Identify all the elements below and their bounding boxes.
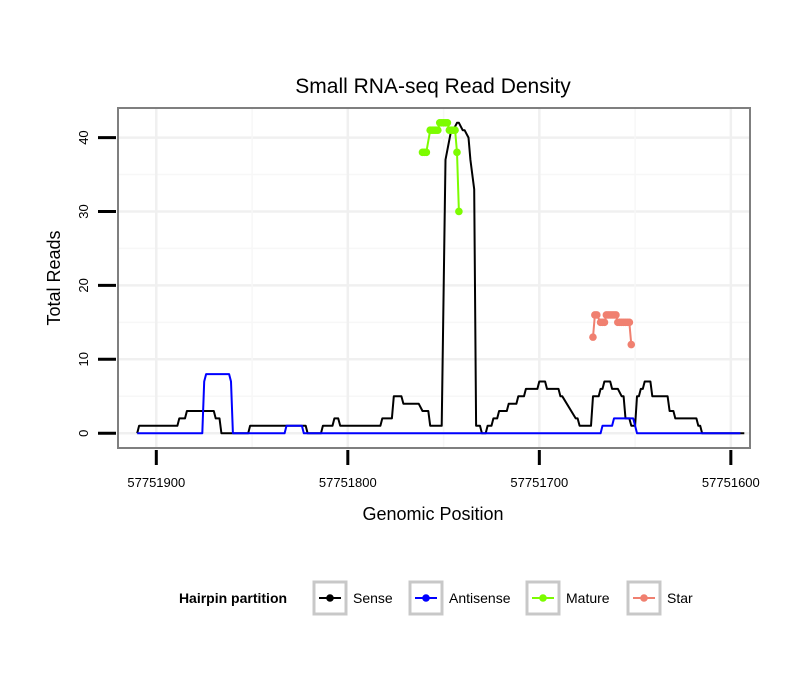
plot-panel xyxy=(117,107,751,449)
y-tick-label: 0 xyxy=(76,430,91,437)
chart-title: Small RNA-seq Read Density xyxy=(295,75,571,98)
legend-label-mature: Mature xyxy=(566,590,610,606)
series-line-sense xyxy=(136,121,745,435)
series-line-antisense xyxy=(137,373,741,435)
plot-border xyxy=(117,107,751,449)
data-point-star xyxy=(612,311,620,319)
y-axis: 0 10 20 30 40 xyxy=(76,130,116,437)
data-point-star xyxy=(589,333,597,341)
series-layer xyxy=(136,121,745,435)
legend-label-antisense: Antisense xyxy=(449,590,511,606)
x-tick-label: 57751800 xyxy=(319,475,377,490)
legend-key-point-star xyxy=(640,594,648,602)
data-point-mature xyxy=(451,126,459,134)
x-axis-label: Genomic Position xyxy=(362,504,503,524)
y-axis-label: Total Reads xyxy=(44,230,64,325)
data-point-star xyxy=(627,340,636,349)
data-point-mature xyxy=(434,126,442,134)
data-point-mature xyxy=(455,207,463,216)
data-point-mature xyxy=(422,148,431,157)
x-tick-label: 57751700 xyxy=(510,475,568,490)
data-point-star xyxy=(625,318,634,327)
x-tick-label: 57751600 xyxy=(702,475,760,490)
y-tick-label: 20 xyxy=(76,278,91,292)
data-point-mature xyxy=(453,148,461,157)
points-layer xyxy=(418,118,636,349)
legend: Hairpin partition Sense Antisense Mature St… xyxy=(179,580,693,616)
data-point-star xyxy=(592,311,601,319)
y-tick-label: 30 xyxy=(76,204,91,218)
legend-key-point-sense xyxy=(326,594,334,602)
data-point-star xyxy=(600,318,609,327)
legend-label-star: Star xyxy=(667,590,693,606)
legend-title: Hairpin partition xyxy=(179,590,287,606)
y-tick-label: 10 xyxy=(76,352,91,366)
legend-key-point-antisense xyxy=(422,594,430,602)
data-point-mature xyxy=(443,118,452,127)
legend-label-sense: Sense xyxy=(353,590,393,606)
legend-key-point-mature xyxy=(539,594,547,602)
y-tick-label: 40 xyxy=(76,130,91,144)
x-axis: 57751900 57751800 57751700 57751600 xyxy=(127,450,760,490)
x-tick-label: 57751900 xyxy=(127,475,185,490)
